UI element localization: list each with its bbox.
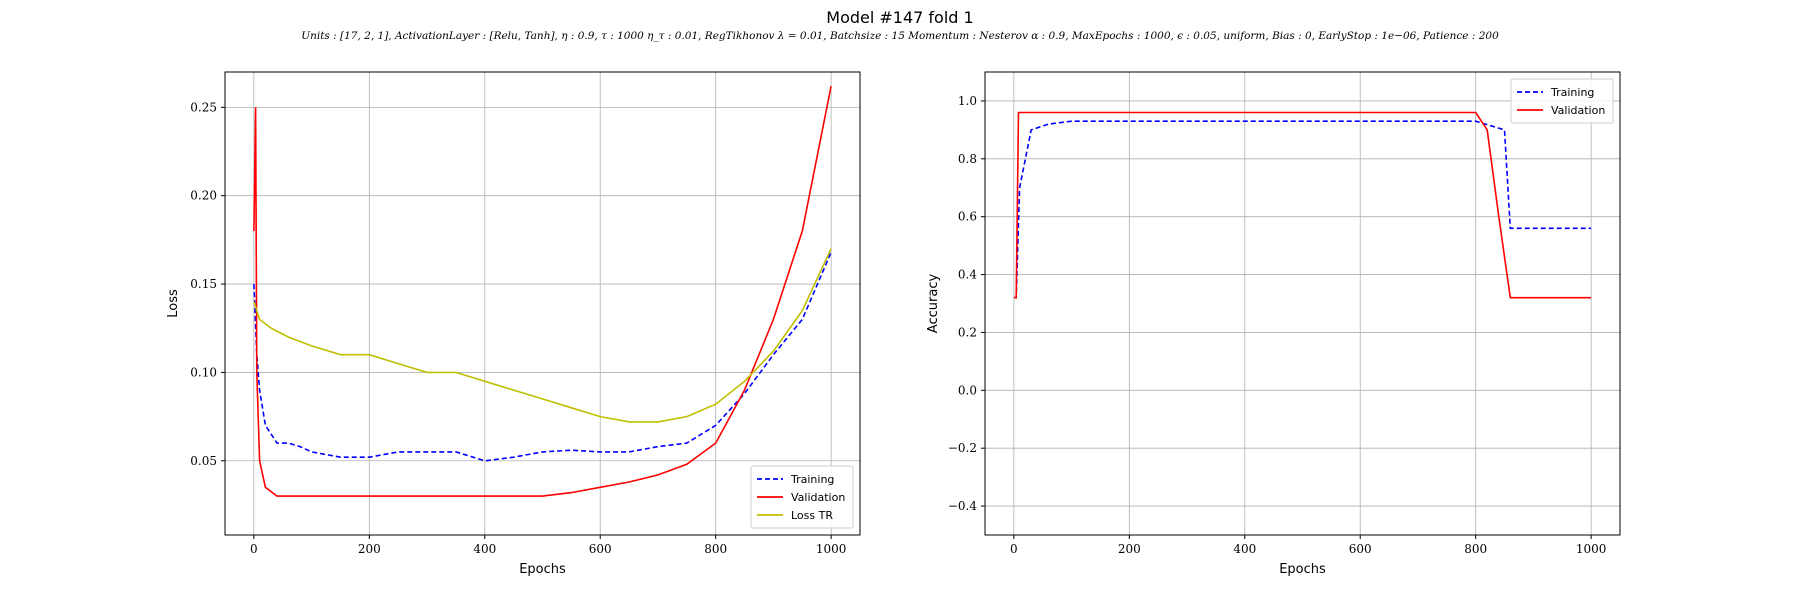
legend-label: Training [790,473,834,486]
x-tick-label: 0 [1010,542,1018,556]
series-line-training [1013,120,1592,299]
legend-box [1510,78,1614,124]
plot-frame [224,71,861,536]
x-tick-label: 1000 [1576,542,1607,556]
y-tick-label: 0.6 [958,210,977,224]
y-tick-label: 0.10 [190,365,217,379]
chart-2: 0 200 400 600 800 1000 −0.4 −0.2 0.0 0.2 0.4 0.6 0.8… [926,71,1621,577]
x-tick-label: 600 [1349,542,1372,556]
figure-subtitle: Units : [17, 2, 1], ActivationLayer : [R… [301,30,1499,42]
legend: Training Validation Loss TR [750,465,854,529]
x-tick-label: 1000 [816,542,847,556]
y-tick-label: 0.25 [190,100,217,114]
x-axis-label: Epochs [519,562,566,577]
series-line-validation [1013,111,1592,299]
legend-label: Validation [1551,104,1605,117]
y-axis-label: Accuracy [926,274,941,334]
y-tick-label: 1.0 [958,94,977,108]
figure-title: Model #147 fold 1 [826,8,974,27]
legend-label: Loss TR [791,509,833,522]
x-tick-label: 800 [704,542,727,556]
series-line-loss-tr [253,248,832,423]
x-tick-label: 200 [1118,542,1141,556]
y-tick-label: −0.4 [948,499,978,513]
series-line-validation [253,85,832,497]
y-tick-label: 0.0 [958,383,977,397]
y-tick-label: 0.2 [958,325,977,339]
y-axis-label: Loss [166,289,181,318]
x-tick-label: 0 [250,542,258,556]
chart-1: 0 200 400 600 800 1000 0.05 0.10 0.15 0.20 0.25 Epo… [166,71,861,577]
x-tick-label: 800 [1464,542,1487,556]
y-tick-label: 0.05 [190,454,217,468]
legend-label: Validation [791,491,845,504]
x-tick-label: 200 [358,542,381,556]
x-tick-label: 400 [1233,542,1256,556]
plot-frame [984,71,1621,536]
x-axis-label: Epochs [1279,562,1326,577]
y-tick-label: 0.15 [190,277,217,291]
y-tick-label: 0.4 [958,268,977,282]
x-tick-label: 600 [589,542,612,556]
legend-label: Training [1550,86,1594,99]
y-tick-label: 0.8 [958,152,977,166]
legend-box [750,465,854,529]
y-tick-label: 0.20 [190,189,217,203]
y-tick-label: −0.2 [948,441,977,455]
x-tick-label: 400 [473,542,496,556]
legend: Training Validation [1510,78,1614,124]
series-line-training [253,251,832,462]
